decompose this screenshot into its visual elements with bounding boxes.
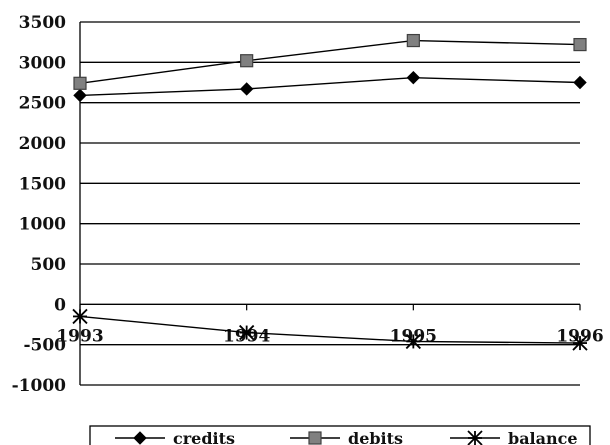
point-balance	[572, 335, 588, 351]
legend-marker	[133, 431, 147, 445]
legend-label: debits	[348, 429, 403, 445]
series-line-credits	[79, 76, 581, 97]
legend-marker	[467, 430, 483, 445]
y-axis-tick-labels: 3500 3000 2500 2000 1500 1000 500 0 -500 -1000	[12, 13, 67, 396]
y-tick-label: 2500	[19, 94, 66, 114]
point-credits	[573, 75, 587, 90]
series-line-balance	[79, 315, 581, 344]
y-tick-label: 3000	[19, 53, 66, 73]
series-line-debits	[79, 39, 581, 85]
y-tick-label: 2000	[19, 134, 66, 154]
point-debits	[573, 37, 587, 52]
y-tick-label: 1000	[19, 215, 66, 235]
grid-lines	[79, 21, 581, 386]
point-debits	[73, 76, 87, 90]
point-credits	[406, 70, 421, 85]
legend-label: credits	[173, 429, 235, 445]
y-tick-label: 500	[31, 255, 67, 275]
legend-marker	[308, 431, 322, 445]
y-tick-label: -1000	[12, 376, 67, 396]
point-credits	[73, 88, 87, 103]
legend-entry-balance: balance	[450, 429, 578, 445]
legend-entry-credits: credits	[115, 429, 235, 445]
legend-label: balance	[508, 429, 578, 445]
y-tick-label: 3500	[19, 13, 66, 33]
series-lines	[72, 33, 588, 351]
y-tick-label: -500	[23, 336, 66, 356]
point-balance	[72, 308, 88, 325]
point-debits	[240, 54, 254, 68]
legend-box	[89, 425, 591, 445]
point-credits	[239, 82, 254, 96]
legend-entry-debits: debits	[290, 429, 403, 445]
legend: credits debits balance	[89, 425, 591, 445]
point-balance	[405, 333, 421, 350]
x-tick-label: 1993	[56, 326, 103, 346]
y-tick-label: 0	[54, 295, 66, 315]
y-tick-label: 1500	[19, 174, 66, 194]
point-balance	[239, 324, 255, 341]
point-debits	[406, 33, 420, 48]
